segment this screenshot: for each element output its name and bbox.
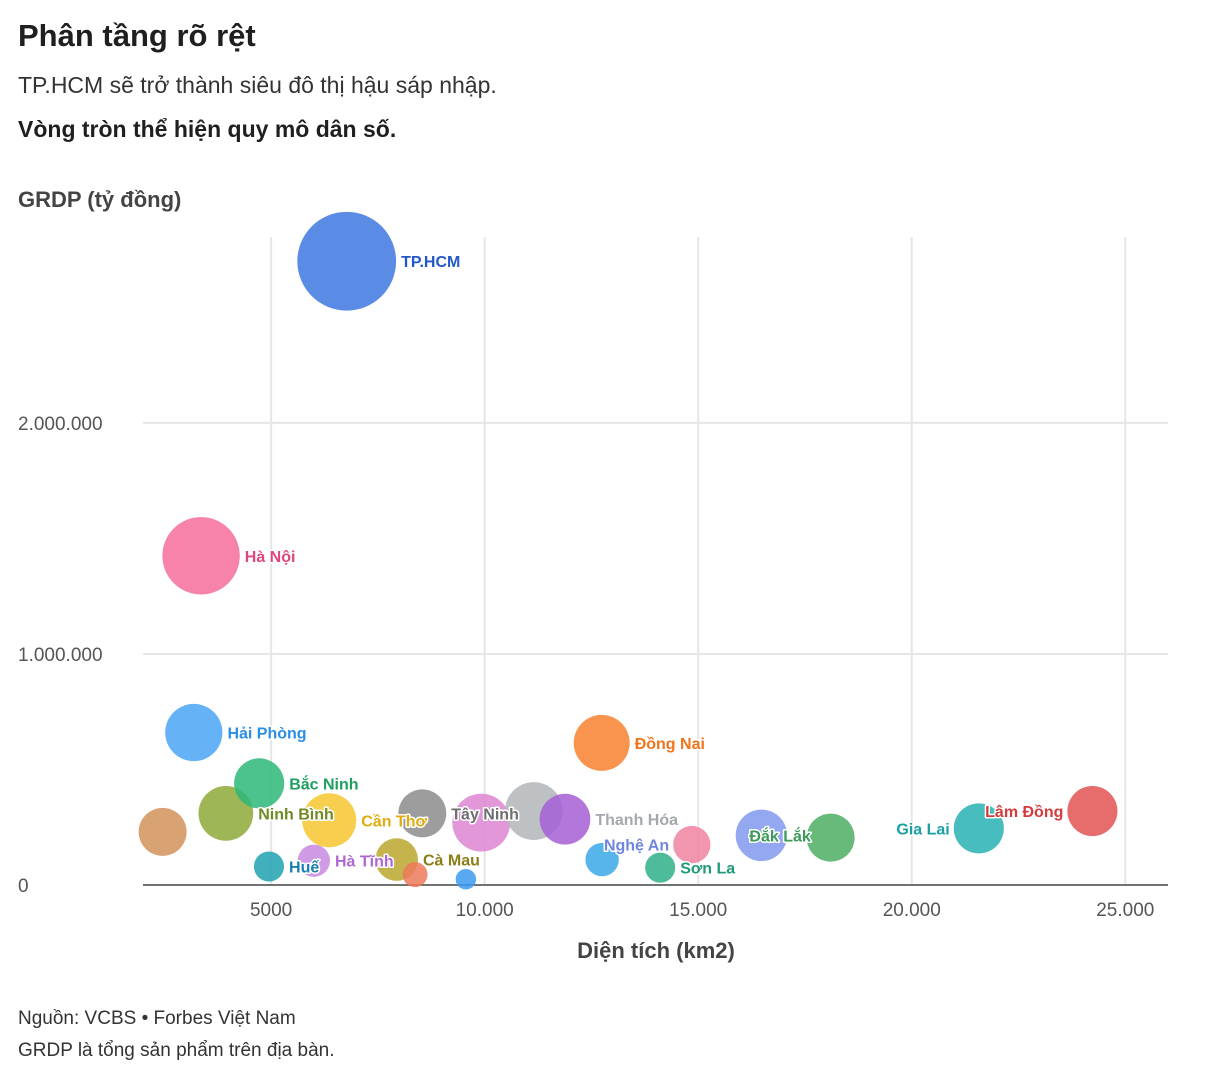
- bubble-point: [673, 825, 711, 864]
- y-tick-label: 2.000.000: [18, 414, 103, 435]
- bubble-point: [165, 703, 223, 762]
- bubble-point: [455, 868, 477, 890]
- y-tick-label: 0: [18, 876, 29, 897]
- bubble-label: Nghệ An: [604, 838, 669, 855]
- bubble-point: [806, 813, 855, 862]
- chart-subtitle: TP.HCM sẽ trở thành siêu đô thị hậu sáp …: [18, 72, 497, 98]
- bubble-label: Sơn La: [680, 861, 735, 878]
- bubble-label-layer: TP.HCM Hà Nội Hải Phòng Đồng Nai Bắc Ninh Nin…: [226, 253, 1065, 879]
- bubble-point: [302, 793, 357, 848]
- bubble-label: Hà Tĩnh: [335, 854, 394, 871]
- scatter-chart: 5000 10.000 15.000 20.000 25.000 0 1.000.000 2.…: [18, 211, 1168, 921]
- source-text: Nguồn: VCBS • Forbes Việt Nam: [18, 1008, 296, 1029]
- bubble-point: [645, 852, 676, 883]
- bubble-point: [539, 793, 591, 845]
- y-axis-title: GRDP (tỷ đồng): [18, 187, 182, 212]
- bubble-label: Đồng Nai: [635, 736, 705, 753]
- x-tick-label: 5000: [250, 900, 292, 921]
- x-tick-label: 20.000: [883, 900, 941, 921]
- bubble-point: [953, 803, 1004, 854]
- bubble-point: [234, 758, 285, 809]
- x-tick-label: 10.000: [456, 900, 514, 921]
- x-tick-label: 15.000: [669, 900, 727, 921]
- bubble-point: [398, 789, 447, 838]
- bubble-point: [253, 851, 285, 882]
- bubble-label: Hải Phòng: [227, 726, 306, 743]
- bubble-point: [585, 842, 619, 877]
- bubble-size-note: Vòng tròn thể hiện quy mô dân số.: [18, 116, 397, 142]
- bubble-point: [1067, 786, 1118, 837]
- bubble-point: [573, 714, 630, 771]
- axes: 5000 10.000 15.000 20.000 25.000 0 1.000.000 2.…: [18, 414, 1168, 921]
- bubble-label: Gia Lai: [896, 821, 949, 838]
- bubble-point: [198, 786, 254, 841]
- bubble-point: [162, 517, 240, 595]
- bubble-layer: [138, 211, 1118, 890]
- footnote-text: GRDP là tổng sản phẩm trên địa bàn.: [18, 1040, 335, 1061]
- bubble-label: Hà Nội: [245, 549, 296, 566]
- bubble-point: [297, 844, 330, 877]
- bubble-point: [452, 793, 511, 852]
- bubble-point: [402, 862, 428, 888]
- bubble-label: Huế: [289, 860, 319, 877]
- bubble-label: Lâm Đồng: [985, 804, 1063, 821]
- x-tick-label: 25.000: [1096, 900, 1154, 921]
- bubble-label: TP.HCM: [401, 254, 460, 271]
- y-tick-label: 1.000.000: [18, 645, 103, 666]
- bubble-point: [138, 807, 187, 856]
- bubble-point: [735, 809, 788, 862]
- chart-title: Phân tầng rõ rệt: [18, 18, 256, 53]
- bubble-label: Đắk Lắk: [749, 826, 810, 845]
- x-axis-title: Diện tích (km2): [577, 938, 735, 963]
- bubble-label: Tây Ninh: [451, 806, 519, 823]
- bubble-label: Cần Thơ: [361, 813, 427, 830]
- bubble-label: Ninh Bình: [258, 806, 334, 823]
- bubble-label: Thanh Hóa: [595, 812, 678, 829]
- bubble-point: [297, 211, 397, 311]
- bubble-label: Bắc Ninh: [289, 774, 358, 793]
- bubble-label: Cà Mau: [423, 853, 480, 870]
